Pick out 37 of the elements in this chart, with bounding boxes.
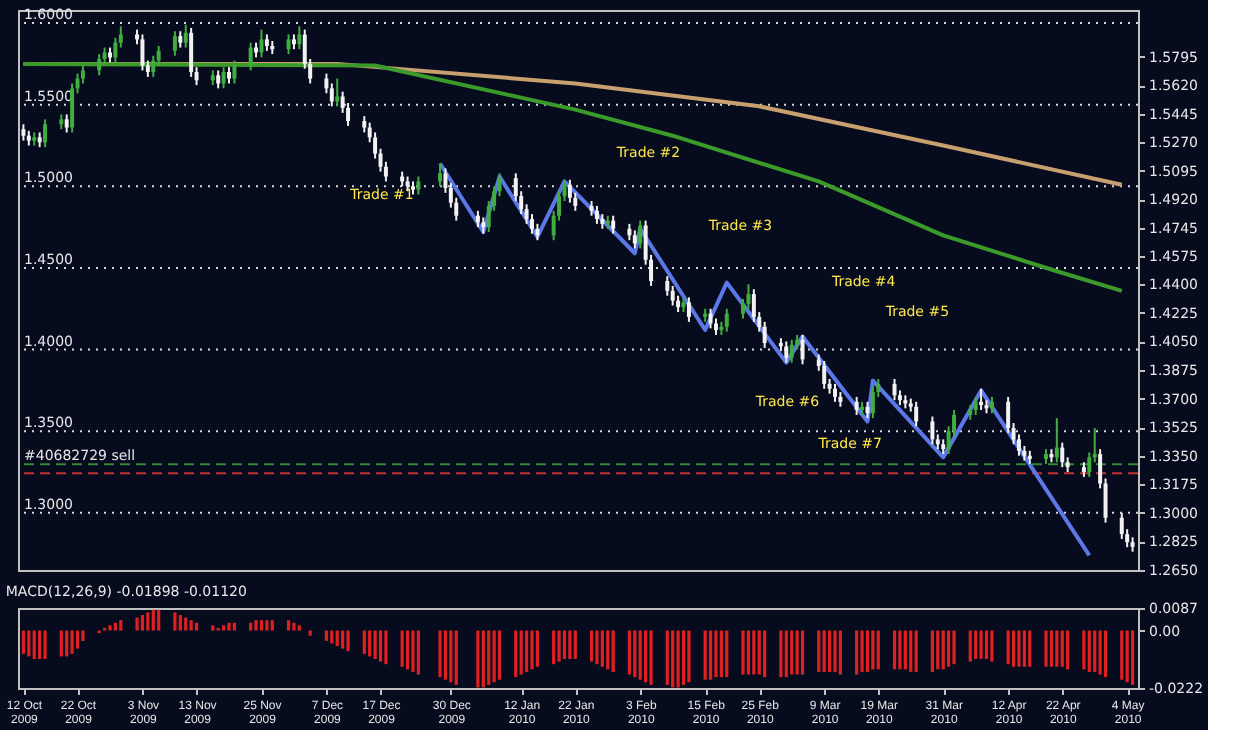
candlestick (789, 338, 794, 364)
line-series (21, 61, 1124, 293)
candlestick (97, 53, 102, 77)
candlestick (784, 340, 789, 364)
candlestick (297, 25, 302, 51)
candlestick (183, 23, 188, 49)
candlestick (286, 33, 291, 56)
candlestick (822, 360, 827, 390)
candlestick (151, 54, 156, 78)
candlestick (221, 66, 226, 90)
candlestick (638, 219, 643, 250)
candlestick (708, 307, 713, 330)
candlestick (259, 28, 264, 59)
candlestick (870, 386, 875, 420)
candlestick (438, 162, 443, 188)
candlestick (800, 333, 805, 366)
candlestick (232, 59, 237, 85)
candlestick (979, 387, 984, 411)
candlestick (172, 30, 177, 57)
candlestick (1054, 417, 1059, 464)
candlestick (329, 82, 334, 108)
candlestick (670, 284, 675, 307)
candlestick (914, 400, 919, 428)
candlestick (1060, 441, 1065, 469)
candlestick (930, 415, 935, 446)
candlestick (70, 82, 75, 134)
line-series (438, 161, 1092, 558)
candlestick (189, 26, 194, 78)
candlestick (762, 320, 767, 349)
candlestick (892, 377, 897, 402)
candlestick (43, 118, 48, 149)
candlestick (724, 307, 729, 333)
candlestick (686, 296, 691, 323)
candlestick (567, 178, 572, 204)
candlestick (248, 41, 253, 72)
candlestick (1119, 511, 1124, 540)
candlestick (140, 33, 145, 72)
